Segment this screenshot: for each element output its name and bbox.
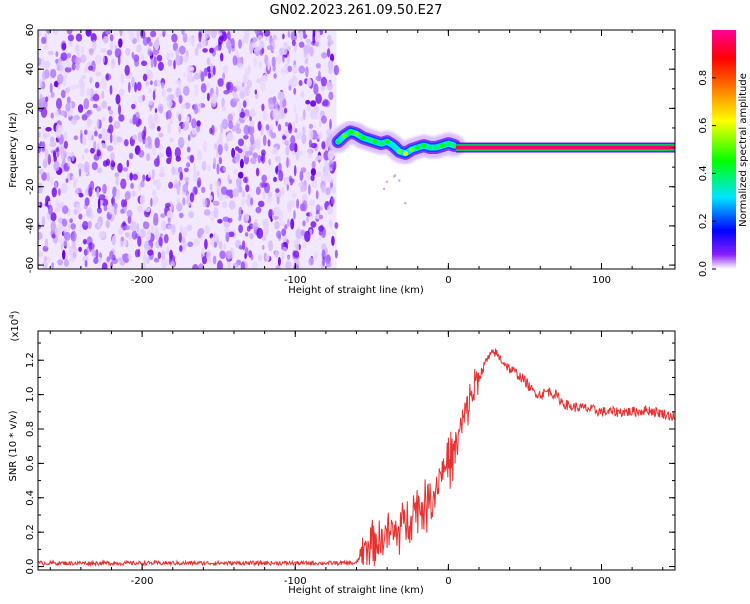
colorbar-tick-label: 0.2 — [698, 213, 709, 229]
y-tick-label: 0.4 — [25, 490, 36, 506]
x-tick-label: 0 — [445, 576, 451, 587]
signal-point — [342, 133, 347, 138]
snr-y-ticks: 0.0 0.2 0.4 0.6 0.8 1.0 1.2 — [25, 343, 675, 574]
figure-title: GN02.2023.261.09.50.E27 — [270, 3, 443, 18]
signal-point — [336, 139, 341, 144]
signal-track — [336, 129, 676, 156]
carrier-line — [456, 146, 675, 150]
signal-point — [372, 139, 377, 144]
y-tick-label: 0.2 — [25, 524, 36, 540]
y-tick-label: 1.2 — [25, 352, 36, 368]
signal-point — [440, 143, 445, 148]
signal-point — [446, 141, 451, 146]
signal-point — [409, 147, 414, 152]
y-tick-label: -20 — [25, 179, 36, 195]
signal-point — [434, 145, 439, 150]
snr-y-label: SNR (10 * v/v) — [8, 410, 19, 481]
y-tick-label: 1.0 — [25, 387, 36, 403]
colorbar-label: Normalized spectral amplitude — [738, 73, 749, 227]
signal-point — [427, 145, 432, 150]
y-tick-label: 0 — [25, 144, 36, 150]
signal-point — [403, 151, 408, 156]
snr-frame — [38, 331, 675, 570]
x-tick-label: -200 — [131, 576, 154, 587]
x-tick-label: 100 — [592, 576, 611, 587]
colorbar-tick-label: 0.4 — [698, 165, 709, 181]
signal-point — [366, 137, 371, 142]
signal-point — [360, 135, 365, 140]
signal-point — [378, 141, 383, 146]
signal-point — [415, 145, 420, 150]
y-tick-label: 40 — [25, 63, 36, 76]
colorbar: 0.0 0.2 0.4 0.6 0.8 Normalized spectral ampl… — [698, 30, 749, 277]
y-tick-label: 20 — [25, 102, 36, 115]
y-tick-label: 0.6 — [25, 455, 36, 471]
snr-series-line — [38, 349, 674, 567]
x-tick-label: -200 — [131, 275, 154, 286]
colorbar-gradient — [712, 30, 736, 269]
y-tick-label: 0.0 — [25, 559, 36, 575]
snr-scale-label: (x104) — [8, 310, 21, 341]
signal-point — [385, 139, 390, 144]
signal-point — [391, 143, 396, 148]
snr-plot: -200 -100 0 100 0.00.20.40.60.81.01.2 Heigh… — [8, 310, 675, 596]
spectrogram-x-label: Height of straight line (km) — [288, 285, 424, 296]
y-tick-label: -60 — [25, 257, 36, 273]
signal-point — [421, 143, 426, 148]
colorbar-tick-label: 0.6 — [698, 118, 709, 134]
y-tick-label: -40 — [25, 218, 36, 234]
signal-point — [348, 129, 353, 134]
snr-x-ticks: -200 -100 0 100 — [50, 331, 663, 587]
noise-region — [35, 26, 406, 273]
x-tick-label: 100 — [592, 275, 611, 286]
signal-point — [397, 149, 402, 154]
colorbar-tick-label: 0.0 — [698, 261, 709, 277]
spectrogram-y-label: Frequency (Hz) — [8, 112, 19, 188]
y-tick-label: 60 — [25, 24, 36, 37]
snr-x-label: Height of straight line (km) — [288, 585, 424, 596]
signal-point — [354, 131, 359, 136]
y-tick-label: 0.8 — [25, 421, 36, 437]
colorbar-tick-label: 0.8 — [698, 70, 709, 86]
x-tick-label: 0 — [445, 275, 451, 286]
snr-plot-area — [38, 349, 674, 567]
